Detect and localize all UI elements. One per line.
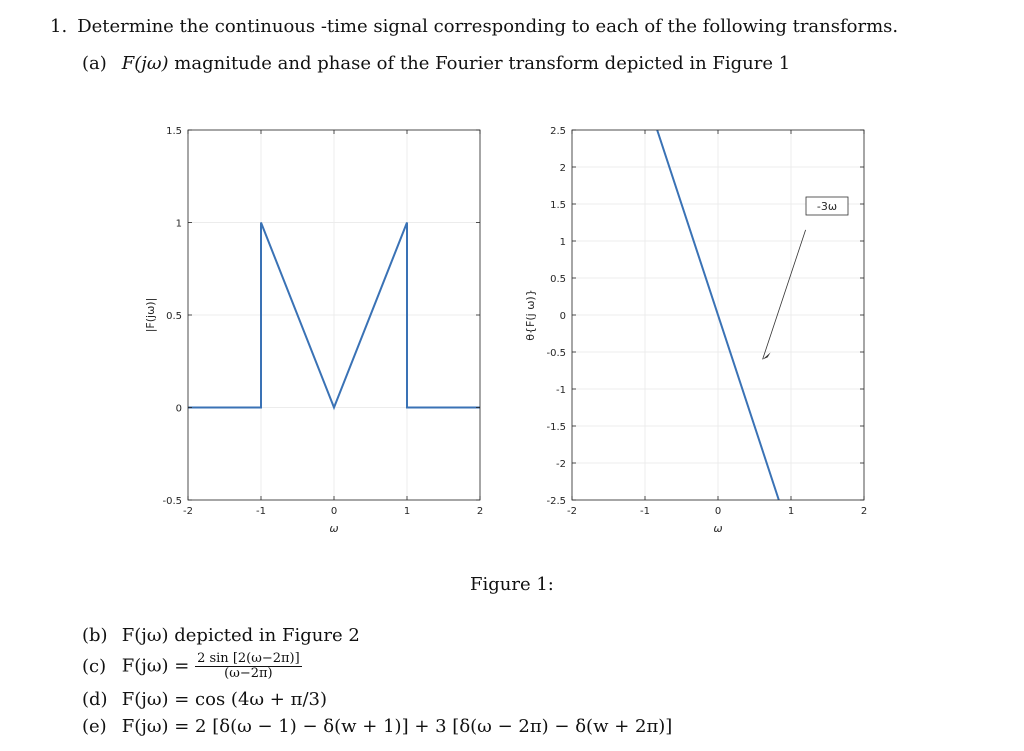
y-tick-label: -1 (556, 385, 566, 396)
figure-caption: Figure 1: (470, 574, 554, 595)
part-a-line: (a) F(jω) magnitude and phase of the Fou… (82, 53, 790, 74)
y-tick-label: -0.5 (546, 348, 566, 359)
y-tick-label: 1.5 (550, 200, 566, 211)
annotation-label: -3ω (817, 200, 837, 213)
y-tick-label: 1 (560, 237, 566, 248)
y-tick-label: 0 (560, 311, 566, 322)
x-tick-label: 1 (788, 506, 794, 517)
part-c-lhs: F(jω) = (121, 655, 190, 677)
annotation-arrow-line (762, 229, 806, 360)
part-c-numerator: 2 sin [2(ω−2π)] (195, 651, 302, 667)
x-tick-label: -1 (256, 506, 266, 517)
y-tick-label: -2.5 (546, 496, 566, 507)
problem-intro: Determine the continuous -time signal co… (77, 16, 899, 37)
x-tick-label: 2 (861, 506, 867, 517)
part-e-line: (e) F(jω) = 2 [δ(ω − 1) − δ(w + 1)] + 3 … (82, 716, 672, 737)
y-axis-label: |F(jω)| (144, 298, 157, 333)
part-b-text: F(jω) depicted in Figure 2 (121, 625, 360, 646)
part-a-label: (a) (82, 53, 107, 74)
x-axis-label: ω (713, 522, 722, 535)
y-tick-label: 2 (560, 163, 566, 174)
part-b-line: (b) F(jω) depicted in Figure 2 (82, 625, 360, 646)
x-tick-label: 2 (477, 506, 483, 517)
part-c-line: (c) F(jω) = 2 sin [2(ω−2π)] (ω−2π) (82, 652, 302, 681)
series-line (656, 130, 780, 500)
part-e-label: (e) (82, 716, 107, 737)
y-tick-label: 0 (176, 404, 182, 415)
part-c-label: (c) (82, 655, 107, 677)
y-tick-label: 1 (176, 219, 182, 230)
phase-plot: -2 -1 0 1 2-2.5-2-1.5-1-0.500.511.522.5ωθ{F(… (524, 126, 867, 535)
x-axis-label: ω (329, 522, 338, 535)
magnitude-plot: -2 -1 0 1 2 -0.5 0 0.5 1 1.5 ω |F(jω)| (144, 126, 483, 535)
x-tick-label: 0 (715, 506, 721, 517)
problem-number: 1. (50, 16, 68, 37)
annotation-arrowhead (762, 352, 771, 360)
part-c-denominator: (ω−2π) (224, 666, 273, 681)
figure-1: -2 -1 0 1 2-0.500.511.5ω|F(jω)| -2 -1 0 1 2-2.5-… (144, 126, 867, 535)
part-b-label: (b) (82, 625, 108, 646)
part-d-line: (d) F(jω) = cos (4ω + π/3) (82, 689, 327, 710)
part-d-label: (d) (82, 689, 108, 710)
x-tick-label: -2 (183, 506, 193, 517)
y-tick-label: -0.5 (162, 496, 182, 507)
y-axis-label: θ{F(j ω)} (524, 289, 537, 340)
part-a-text: magnitude and phase of the Fourier trans… (174, 53, 791, 74)
x-tick-label: -2 (567, 506, 577, 517)
y-tick-label: -1.5 (546, 422, 566, 433)
part-c-fraction: 2 sin [2(ω−2π)] (ω−2π) (195, 652, 302, 681)
problem-intro-line: 1. Determine the continuous -time signal … (50, 16, 898, 37)
part-d-text: F(jω) = cos (4ω + π/3) (121, 689, 327, 710)
y-tick-label: 0.5 (550, 274, 566, 285)
y-tick-label: 2.5 (550, 126, 566, 137)
x-tick-label: 0 (331, 506, 337, 517)
annotation-box (805, 196, 849, 216)
y-tick-label: -2 (556, 459, 566, 470)
part-a-lhs: F(jω) (121, 53, 169, 74)
series-line (188, 222, 480, 411)
x-tick-label: 1 (404, 506, 410, 517)
y-tick-label: 0.5 (166, 311, 182, 322)
y-tick-label: 1.5 (166, 126, 182, 137)
x-tick-label: -1 (640, 506, 650, 517)
part-e-text: F(jω) = 2 [δ(ω − 1) − δ(w + 1)] + 3 [δ(ω… (121, 716, 673, 737)
